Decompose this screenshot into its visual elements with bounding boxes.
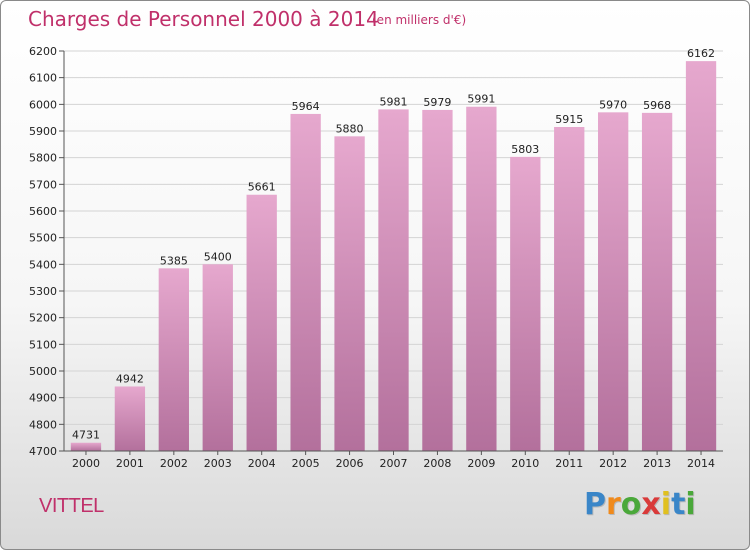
y-tick-label: 4900 — [29, 392, 57, 405]
x-tick-label-2008: 2008 — [423, 457, 451, 470]
data-label-2002: 5385 — [160, 254, 188, 267]
x-tick-label-2006: 2006 — [336, 457, 364, 470]
data-label-2011: 5915 — [555, 113, 583, 126]
location-label: VITTEL — [39, 495, 104, 517]
chart-title: Charges de Personnel 2000 à 2014 — [28, 7, 379, 31]
x-tick-label-2010: 2010 — [511, 457, 539, 470]
y-tick-label: 6200 — [29, 45, 57, 58]
data-label-2008: 5979 — [423, 96, 451, 109]
x-tick-label-2007: 2007 — [380, 457, 408, 470]
bar-2008 — [422, 109, 453, 451]
brand-letter: P — [584, 487, 606, 522]
y-tick-label: 5600 — [29, 205, 57, 218]
x-tick-label-2013: 2013 — [643, 457, 671, 470]
x-tick-label-2004: 2004 — [248, 457, 276, 470]
data-label-2000: 4731 — [72, 429, 100, 442]
bar-2014 — [685, 61, 717, 452]
data-label-2006: 5880 — [336, 122, 364, 135]
bar-2013 — [641, 112, 673, 451]
data-label-2012: 5970 — [599, 98, 627, 111]
data-label-2013: 5968 — [643, 99, 671, 112]
y-tick-label: 5000 — [29, 365, 57, 378]
data-label-2010: 5803 — [511, 143, 539, 156]
y-tick-label: 4700 — [29, 445, 57, 458]
brand-letter: o — [620, 487, 642, 522]
data-label-2001: 4942 — [116, 372, 144, 385]
bar-layer — [70, 61, 717, 452]
x-tick-label-2003: 2003 — [204, 457, 232, 470]
brand-letter: i — [685, 487, 696, 522]
y-tick-label: 5100 — [29, 338, 57, 351]
y-tick-label: 5800 — [29, 152, 57, 165]
y-tick-label: 6000 — [29, 98, 57, 111]
data-label-2007: 5981 — [380, 95, 408, 108]
y-tick-label: 5300 — [29, 285, 57, 298]
y-tick-label: 5700 — [29, 178, 57, 191]
label-layer: 4731 4942 5385 5400 5661 5964 5880 5981 5979 5991… — [72, 47, 715, 442]
bar-2003 — [202, 264, 233, 451]
y-tick-label: 5400 — [29, 258, 57, 271]
x-tick-label-2011: 2011 — [555, 457, 583, 470]
x-tick-label-2014: 2014 — [687, 457, 715, 470]
bar-2004 — [246, 194, 277, 451]
bar-2011 — [554, 127, 585, 451]
bar-2005 — [290, 113, 321, 451]
bar-2002 — [158, 268, 189, 451]
y-tick-label: 5900 — [29, 125, 57, 138]
bar-2006 — [334, 136, 365, 452]
data-label-2014: 6162 — [687, 47, 715, 60]
data-label-2005: 5964 — [292, 100, 320, 113]
x-tick-label-2002: 2002 — [160, 457, 188, 470]
x-tick-label-2001: 2001 — [116, 457, 144, 470]
y-tick-label: 4800 — [29, 418, 57, 431]
y-tick-label: 5200 — [29, 312, 57, 325]
bar-2012 — [598, 112, 629, 451]
x-tick-label-2012: 2012 — [599, 457, 627, 470]
bar-2007 — [378, 109, 409, 452]
bar-2000 — [70, 442, 102, 451]
chart-subtitle: (en milliers d'€) — [372, 13, 467, 27]
brand-logo: Proxiti — [584, 487, 696, 522]
brand-letter: r — [606, 487, 621, 522]
x-tick-label-2005: 2005 — [292, 457, 320, 470]
bar-2010 — [510, 156, 541, 451]
data-label-2004: 5661 — [248, 181, 276, 194]
x-tick-label-2009: 2009 — [467, 457, 495, 470]
data-label-2003: 5400 — [204, 250, 232, 263]
y-tick-label: 6100 — [29, 72, 57, 85]
data-label-2009: 5991 — [467, 93, 495, 106]
bar-2001 — [114, 386, 146, 451]
brand-letter: i — [660, 487, 672, 522]
brand-letter: t — [671, 487, 686, 522]
y-tick-label: 5500 — [29, 232, 57, 245]
brand-letter: x — [641, 487, 661, 522]
axis-layer: 4700 4800 4900 5000 5100 5200 5300 5400 5500 5600… — [29, 45, 723, 470]
bar-2009 — [466, 106, 497, 451]
x-tick-label-2000: 2000 — [72, 457, 100, 470]
